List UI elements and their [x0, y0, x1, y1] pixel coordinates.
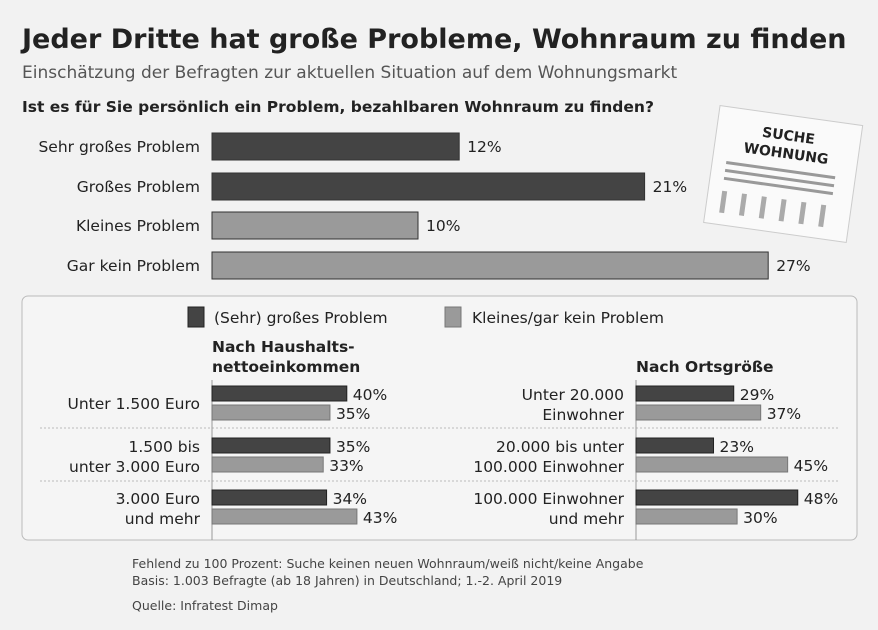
chart-subtitle: Einschätzung der Befragten zur aktuellen… [22, 63, 677, 83]
bar [635, 489, 799, 506]
bar [211, 211, 419, 240]
category-label: Unter 20.000 [522, 386, 624, 404]
footnote-missing: Fehlend zu 100 Prozent: Suche keinen neu… [132, 556, 644, 571]
category-label: 1.500 bis [128, 438, 200, 456]
category-label: 100.000 Einwohner [473, 458, 624, 476]
bar [211, 456, 324, 473]
chart-title: Jeder Dritte hat große Probleme, Wohnrau… [20, 24, 846, 55]
bar [635, 437, 715, 454]
bar [211, 437, 331, 454]
data-label: 43% [363, 509, 397, 527]
category-label: 100.000 Einwohner [473, 490, 624, 508]
bar [635, 508, 738, 525]
data-label: 35% [336, 405, 370, 423]
panel-title: Nach Ortsgröße [636, 358, 774, 376]
category-label: und mehr [125, 510, 201, 528]
legend-swatch-light [444, 306, 462, 328]
category-label: Einwohner [542, 406, 624, 424]
category-label: Sehr großes Problem [38, 138, 200, 156]
data-label: 34% [333, 490, 367, 508]
category-label: Großes Problem [77, 178, 200, 196]
category-label: Gar kein Problem [67, 257, 200, 275]
bar [211, 508, 358, 525]
category-label: 3.000 Euro [116, 490, 200, 508]
legend-swatch-dark [187, 306, 205, 328]
category-label: unter 3.000 Euro [69, 458, 200, 476]
footnote-source: Quelle: Infratest Dimap [132, 598, 278, 613]
category-label: Unter 1.500 Euro [67, 395, 200, 413]
data-label: 29% [740, 386, 774, 404]
wanted-apartment-flyer-icon [703, 104, 864, 244]
flyer-illustration: SUCHE WOHNUNG [703, 104, 864, 244]
bar [211, 251, 769, 280]
data-label: 45% [794, 457, 828, 475]
category-label: und mehr [549, 510, 625, 528]
data-label: 30% [743, 509, 777, 527]
data-label: 37% [767, 405, 801, 423]
question-title: Ist es für Sie persönlich ein Problem, b… [22, 98, 654, 116]
flyer-text-1: SUCHE [761, 125, 816, 148]
legend-label-light: Kleines/gar kein Problem [472, 309, 664, 327]
panel-title: Nach Haushalts- [212, 338, 355, 356]
bar [635, 404, 762, 421]
bar [211, 172, 646, 201]
data-label: 23% [720, 438, 754, 456]
data-label: 27% [776, 257, 810, 275]
bar [635, 456, 789, 473]
bar [211, 489, 328, 506]
bar [211, 385, 348, 402]
data-label: 48% [804, 490, 838, 508]
bar [211, 132, 460, 161]
bar [635, 385, 735, 402]
panel-title: nettoeinkommen [212, 358, 360, 376]
legend: (Sehr) großes Problem Kleines/gar kein P… [187, 306, 664, 328]
data-label: 40% [353, 386, 387, 404]
category-label: Kleines Problem [76, 217, 200, 235]
category-label: 20.000 bis unter [496, 438, 625, 456]
breakdown-panel [21, 295, 858, 541]
footnote-basis: Basis: 1.003 Befragte (ab 18 Jahren) in … [132, 573, 562, 588]
data-label: 35% [336, 438, 370, 456]
data-label: 10% [426, 217, 460, 235]
data-label: 33% [329, 457, 363, 475]
legend-label-dark: (Sehr) großes Problem [214, 309, 388, 327]
data-label: 21% [653, 178, 687, 196]
bar [211, 404, 331, 421]
data-label: 12% [467, 138, 501, 156]
